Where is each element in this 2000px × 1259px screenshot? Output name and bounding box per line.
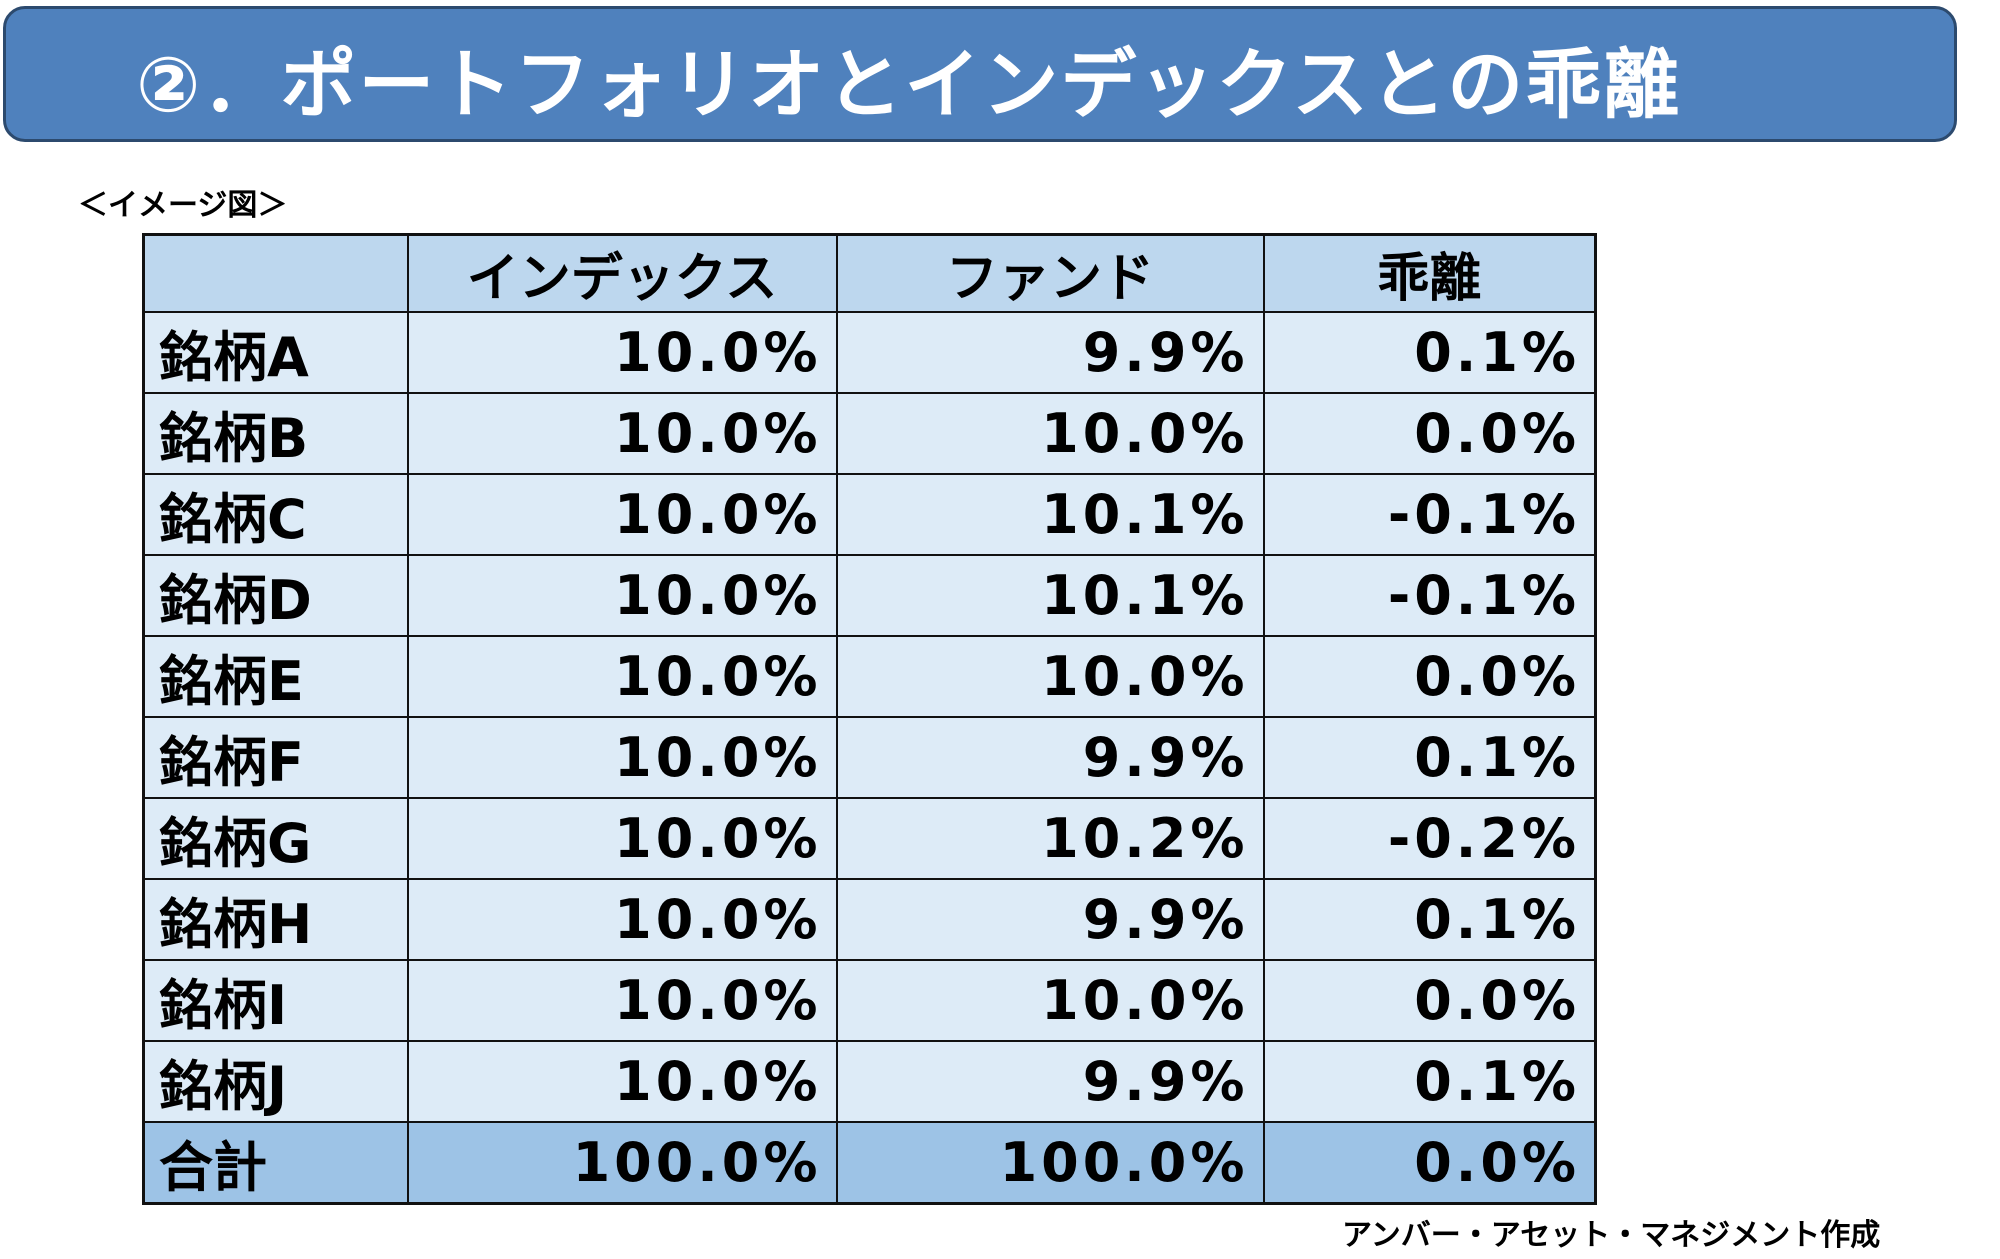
deviation: 0.1% [1262,311,1597,394]
index-weight: 10.0% [406,1040,838,1123]
table-row: 銘柄D 10.0% 10.1% -0.1% [142,554,1597,637]
index-weight: 10.0% [406,959,838,1042]
header-fund: ファンド [835,233,1265,313]
deviation-table: インデックス ファンド 乖離 銘柄A 10.0% 9.9% 0.1% 銘柄B 10.0% 1… [142,233,1597,1205]
stock-name: 銘柄B [142,392,409,475]
table-row: 銘柄A 10.0% 9.9% 0.1% [142,311,1597,394]
fund-weight: 9.9% [835,311,1265,394]
total-deviation: 0.0% [1262,1121,1597,1205]
index-weight: 10.0% [406,554,838,637]
stock-name: 銘柄C [142,473,409,556]
table-row: 銘柄G 10.0% 10.2% -0.2% [142,797,1597,880]
deviation: -0.1% [1262,554,1597,637]
deviation: 0.1% [1262,878,1597,961]
deviation: 0.1% [1262,716,1597,799]
table-row: 銘柄J 10.0% 9.9% 0.1% [142,1040,1597,1123]
total-stock-name: 合計 [142,1121,409,1205]
image-caption: ＜イメージ図＞ [78,188,288,223]
stock-name: 銘柄G [142,797,409,880]
index-weight: 10.0% [406,311,838,394]
index-weight: 10.0% [406,716,838,799]
deviation: 0.0% [1262,635,1597,718]
index-weight: 10.0% [406,392,838,475]
total-fund-weight: 100.0% [835,1121,1265,1205]
table-header-row: インデックス ファンド 乖離 [142,233,1597,313]
source-credit: アンバー・アセット・マネジメント作成 [1342,1218,1881,1253]
stock-name: 銘柄I [142,959,409,1042]
index-weight: 10.0% [406,878,838,961]
stock-name: 銘柄F [142,716,409,799]
table-row: 銘柄H 10.0% 9.9% 0.1% [142,878,1597,961]
table-row: 銘柄C 10.0% 10.1% -0.1% [142,473,1597,556]
fund-weight: 9.9% [835,716,1265,799]
table-row: 銘柄B 10.0% 10.0% 0.0% [142,392,1597,475]
header-deviation: 乖離 [1262,233,1597,313]
stock-name: 銘柄H [142,878,409,961]
fund-weight: 10.1% [835,473,1265,556]
deviation: -0.2% [1262,797,1597,880]
title-banner: ②．ポートフォリオとインデックスとの乖離 [3,6,1957,142]
index-weight: 10.0% [406,473,838,556]
deviation: -0.1% [1262,473,1597,556]
header-index: インデックス [406,233,838,313]
table-row: 銘柄F 10.0% 9.9% 0.1% [142,716,1597,799]
deviation: 0.0% [1262,959,1597,1042]
deviation: 0.1% [1262,1040,1597,1123]
total-index-weight: 100.0% [406,1121,838,1205]
total-row: 合計 100.0% 100.0% 0.0% [142,1121,1597,1205]
stock-name: 銘柄D [142,554,409,637]
fund-weight: 9.9% [835,1040,1265,1123]
fund-weight: 9.9% [835,878,1265,961]
stock-name: 銘柄A [142,311,409,394]
stock-name: 銘柄J [142,1040,409,1123]
table-row: 銘柄E 10.0% 10.0% 0.0% [142,635,1597,718]
fund-weight: 10.0% [835,635,1265,718]
fund-weight: 10.2% [835,797,1265,880]
stock-name: 銘柄E [142,635,409,718]
header-blank [142,233,409,313]
fund-weight: 10.0% [835,392,1265,475]
deviation: 0.0% [1262,392,1597,475]
index-weight: 10.0% [406,797,838,880]
fund-weight: 10.1% [835,554,1265,637]
index-weight: 10.0% [406,635,838,718]
table-row: 銘柄I 10.0% 10.0% 0.0% [142,959,1597,1042]
page-title: ②．ポートフォリオとインデックスとの乖離 [136,40,1682,129]
fund-weight: 10.0% [835,959,1265,1042]
